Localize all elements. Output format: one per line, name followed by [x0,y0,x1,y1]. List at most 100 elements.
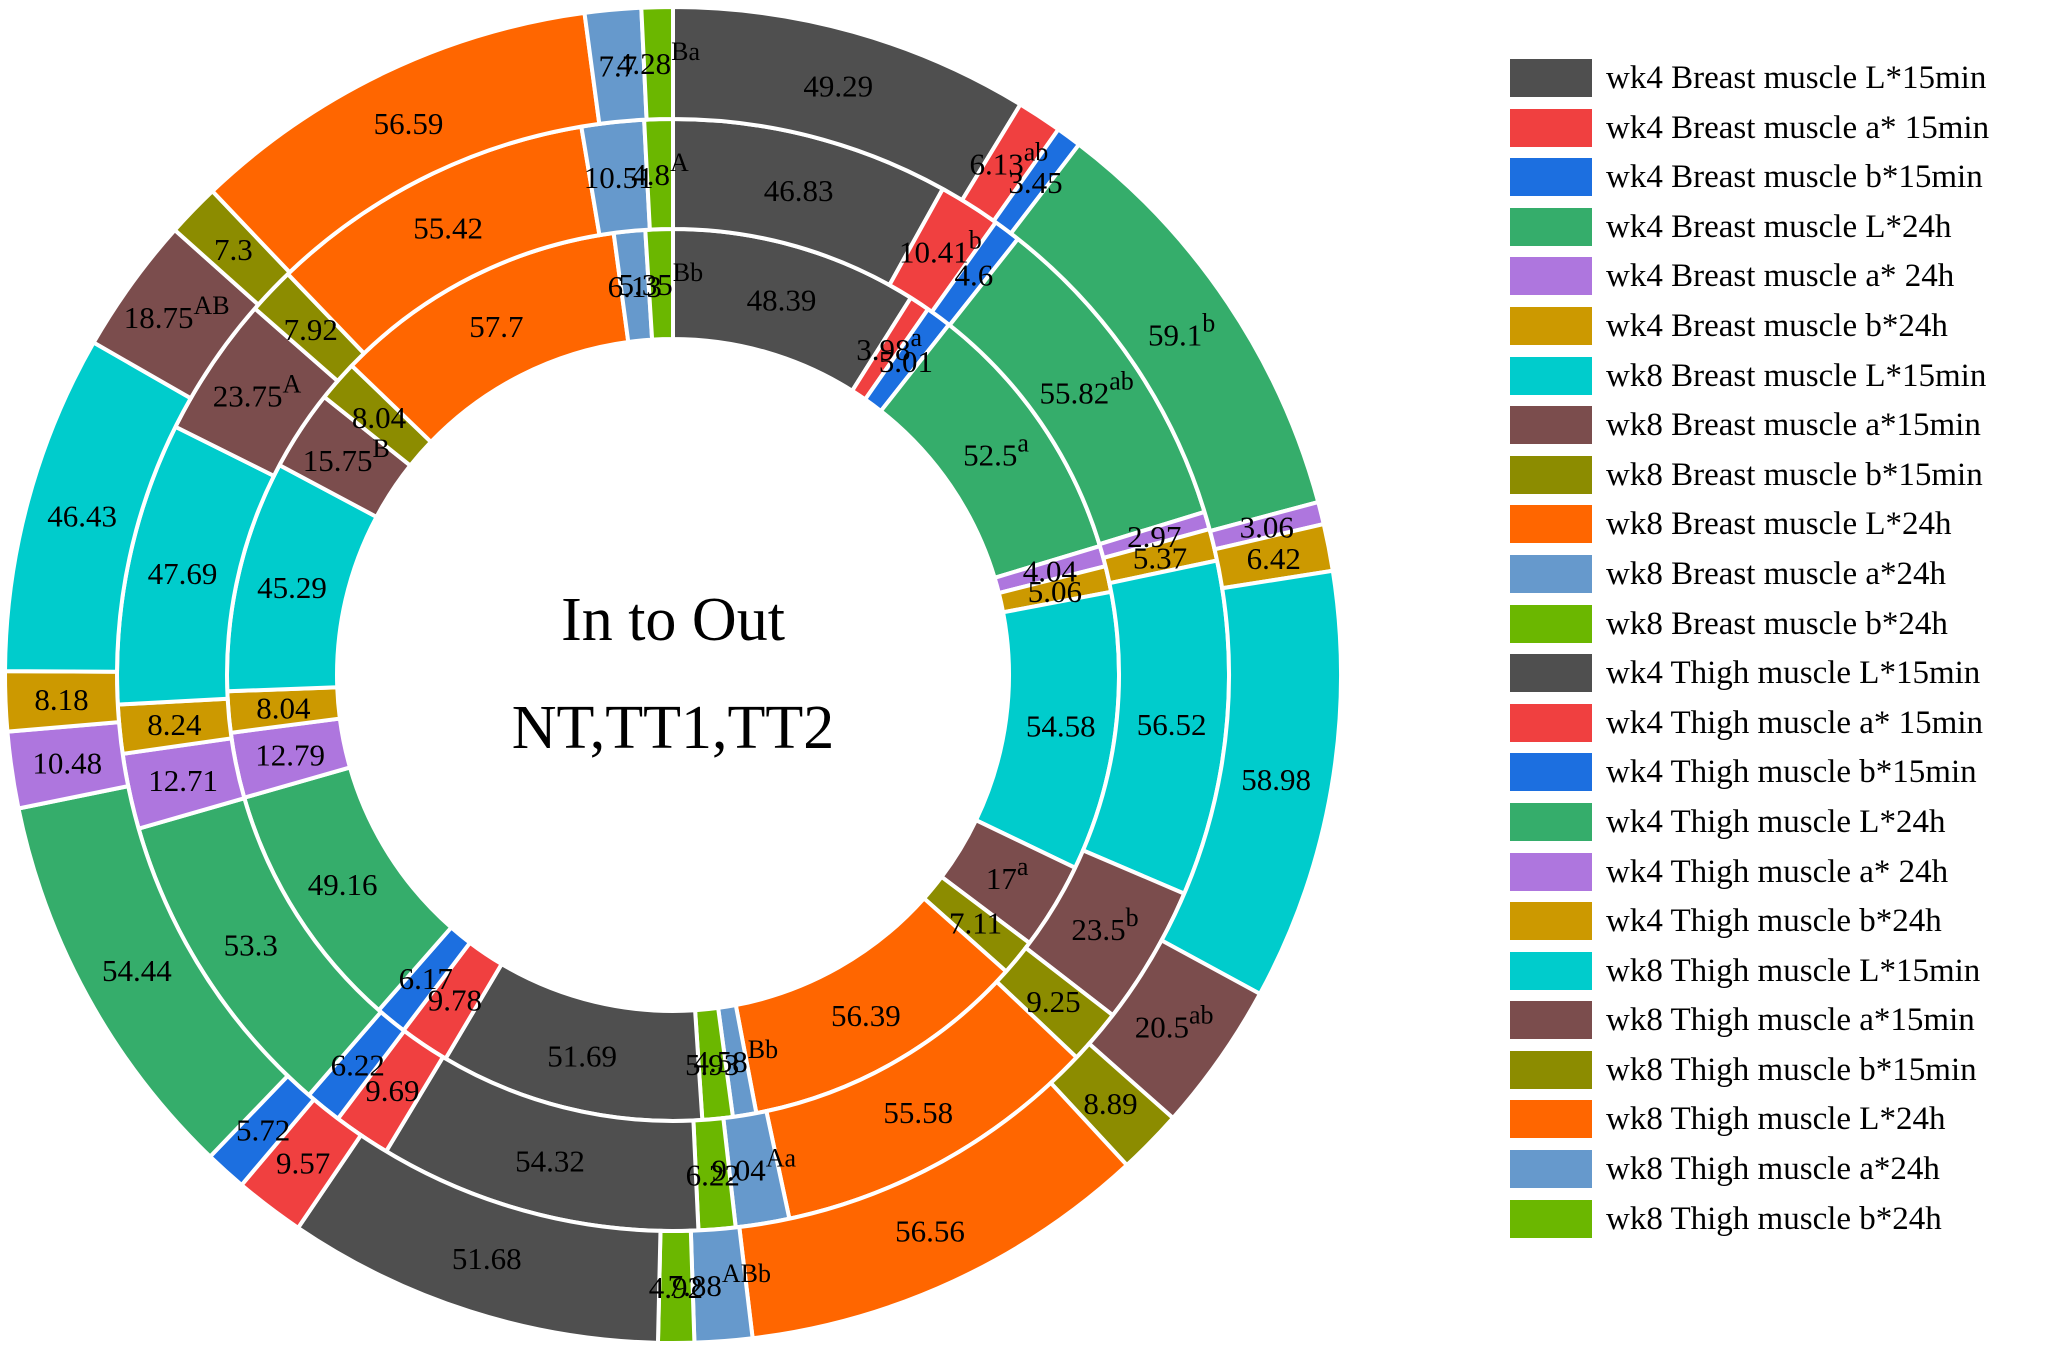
legend-swatch [1510,554,1592,593]
legend-swatch [1510,257,1592,296]
data-label-tt2-20: 7.3 [214,232,253,267]
legend-label: wk8 Breast muscle a*24h [1606,555,1947,592]
significance-letter: ABb [722,1259,771,1288]
data-label-tt2-22: 7.7 [598,48,637,83]
legend-item: wk4 Thigh muscle a* 15min [1510,703,1989,742]
significance-letter: Bb [748,1035,778,1064]
legend-item: wk8 Breast muscle b*15min [1510,455,1989,494]
data-label-nt-14: 6.17 [399,961,453,996]
data-label-nt-11: 5.93 [685,1047,739,1082]
data-label-nt-8: 7.11 [949,906,1002,941]
data-label-nt-2: 5.01 [879,344,933,379]
legend-swatch [1510,59,1592,97]
legend-label: wk8 Thigh muscle b*15min [1606,1051,1977,1088]
legend-label: wk8 Thigh muscle b*24h [1606,1200,1942,1237]
data-label-tt1-8: 9.25 [1026,984,1080,1019]
legend-label: wk8 Thigh muscle a*24h [1606,1151,1940,1188]
legend-swatch [1510,802,1592,841]
data-label-nt-17: 8.04 [256,691,311,726]
legend-label: wk4 Thigh muscle b*15min [1606,754,1977,791]
legend-item: wk8 Breast muscle b*24h [1510,604,1989,643]
legend-item: wk8 Breast muscle L*15min [1510,356,1989,395]
data-label-nt-21: 57.7 [469,309,523,344]
legend-swatch [1510,1100,1592,1139]
significance-letter: AB [193,291,229,320]
data-label-tt1-6: 56.52 [1137,707,1207,742]
legend-item: wk8 Breast muscle L*24h [1510,505,1989,544]
significance-letter: ab [1109,366,1134,395]
legend-item: wk4 Breast muscle b*24h [1510,306,1989,345]
data-label-tt1-21: 55.42 [413,210,483,245]
legend-item: wk4 Breast muscle L*15min [1510,59,1989,97]
legend-label: wk4 Breast muscle a* 15min [1606,109,1990,146]
legend-label: wk8 Thigh muscle L*24h [1606,1101,1946,1138]
legend-label: wk4 Thigh muscle a* 24h [1606,853,1949,890]
legend-label: wk8 Thigh muscle L*15min [1606,952,1981,989]
data-label-nt-13: 9.78 [428,982,482,1017]
legend-item: wk4 Thigh muscle L*15min [1510,654,1989,693]
legend-label: wk8 Breast muscle a*15min [1606,407,1981,444]
legend-item: wk8 Thigh muscle a*24h [1510,1150,1989,1189]
legend-item: wk4 Breast muscle b*15min [1510,158,1989,197]
legend-swatch [1510,753,1592,792]
data-label-nt-22: 6.13 [608,269,662,304]
data-label-tt1-9: 55.58 [883,1095,953,1130]
data-label-nt-4: 4.04 [1023,554,1078,589]
legend-item: wk8 Breast muscle a*24h [1510,554,1989,593]
legend-swatch [1510,902,1592,941]
legend-label: wk4 Breast muscle L*24h [1606,208,1952,245]
data-label-tt2-18: 46.43 [47,499,117,534]
data-label-tt1-11: 6.22 [686,1157,740,1192]
legend-item: wk4 Breast muscle a* 15min [1510,108,1990,147]
center-label-line-2: NT,TT1,TT2 [512,694,835,762]
legend-item: wk4 Thigh muscle L*24h [1510,802,1989,841]
legend-swatch [1510,1199,1592,1238]
donut-chart: 48.393.98a5.0152.5a4.045.0654.5817a7.115… [2,4,1343,1345]
data-label-tt1-13: 9.69 [365,1073,419,1108]
legend-item: wk8 Thigh muscle L*15min [1510,951,1989,990]
data-label-tt2-14: 5.72 [236,1112,290,1147]
legend-item: wk8 Thigh muscle L*24h [1510,1100,1989,1139]
data-label-nt-5: 5.06 [1028,574,1082,609]
data-label-tt2-5: 6.42 [1247,541,1301,576]
significance-letter: b [1202,309,1215,338]
legend-label: wk8 Thigh muscle a*15min [1606,1002,1975,1039]
legend-item: wk4 Thigh muscle b*15min [1510,753,1989,792]
legend-swatch [1510,406,1592,445]
legend-swatch [1510,951,1592,990]
data-label-nt-6: 54.58 [1026,709,1096,744]
data-label-nt-15: 49.16 [308,867,378,902]
significance-letter: a [1017,429,1029,458]
legend-label: wk4 Thigh muscle L*15min [1606,655,1981,692]
data-label-tt2-13: 9.57 [276,1146,330,1181]
legend-label: wk4 Breast muscle L*15min [1606,60,1987,96]
data-label-nt-18: 45.29 [257,570,327,605]
legend-swatch [1510,306,1592,345]
legend-swatch [1510,1001,1592,1040]
legend-item: wk4 Breast muscle a* 24h [1510,257,1989,296]
legend-item: wk8 Breast muscle a*15min [1510,406,1989,445]
data-label-tt2-21: 56.59 [374,106,444,141]
data-label-nt-20: 8.04 [352,400,407,435]
legend-swatch [1510,356,1592,395]
legend-swatch [1510,158,1592,197]
legend-label: wk4 Thigh muscle b*24h [1606,903,1942,940]
data-label-tt1-15: 53.3 [224,928,278,963]
data-label-tt1-4: 2.97 [1127,519,1181,554]
chart-segments [2,4,1343,1345]
legend-item: wk4 Thigh muscle a* 24h [1510,852,1989,891]
legend-item: wk8 Thigh muscle a*15min [1510,1001,1989,1040]
data-label-tt2-11: 4.92 [649,1270,703,1305]
legend-swatch [1510,207,1592,246]
significance-letter: b [969,225,982,254]
legend-swatch [1510,703,1592,742]
data-label-nt-0: 48.39 [747,282,817,317]
data-label-nt-9: 56.39 [831,998,901,1033]
legend-label: wk8 Breast muscle b*15min [1606,456,1983,493]
legend-swatch [1510,604,1592,643]
significance-letter: a [1017,852,1029,881]
data-label-tt1-20: 7.92 [284,312,338,347]
center-label-line-1: In to Out [561,586,785,654]
data-label-tt2-0: 49.29 [803,69,873,104]
significance-letter: ab [1189,1000,1214,1029]
